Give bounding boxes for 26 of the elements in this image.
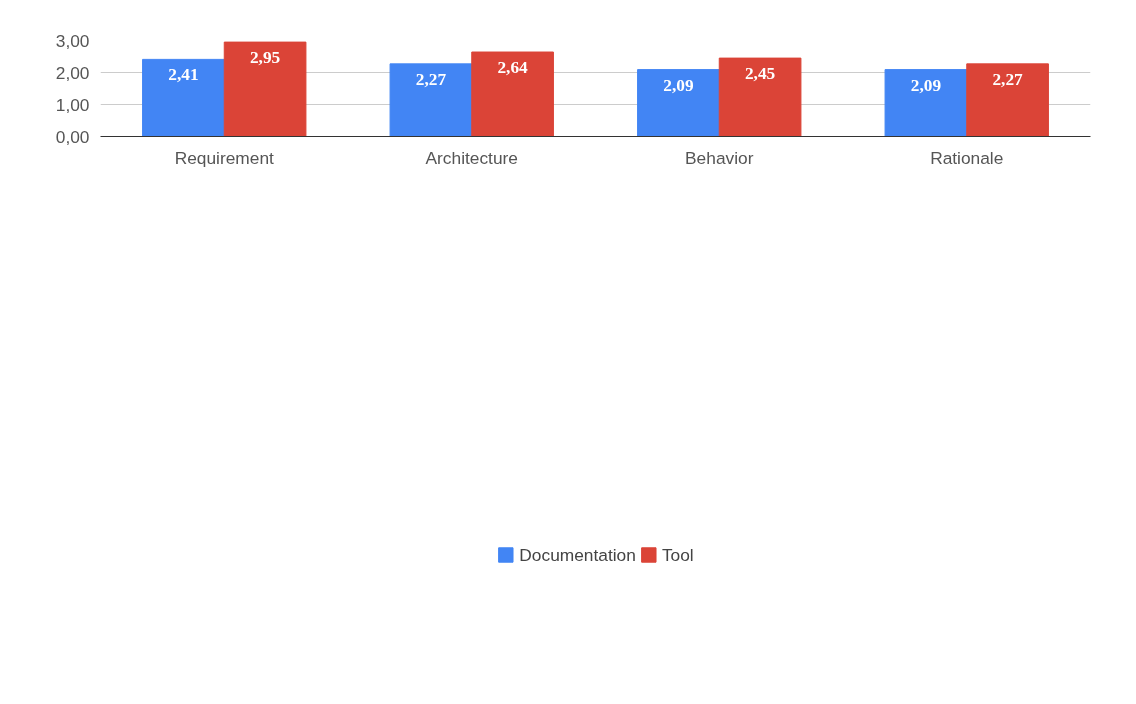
bar: [637, 69, 720, 137]
bar: [389, 63, 473, 137]
y-tick-label: 1,00: [55, 94, 90, 115]
legend-label: Tool: [661, 544, 694, 566]
bar: [223, 41, 307, 137]
data-label: 2,27: [415, 69, 447, 89]
bar: [718, 57, 802, 137]
data-label: 2,09: [663, 75, 694, 95]
y-tick-label: 3,00: [55, 30, 90, 51]
bar: [471, 51, 554, 137]
data-label: 2,95: [249, 48, 281, 68]
bar: [142, 58, 225, 137]
legend-label: Documentation: [519, 544, 636, 566]
x-tick-label: Architecture: [425, 147, 518, 168]
data-label: 2,27: [992, 69, 1024, 89]
y-tick-label: 2,00: [55, 62, 90, 83]
data-label: 2,45: [744, 64, 776, 84]
y-tick-label: 0,00: [55, 126, 90, 147]
data-label: 2,64: [497, 58, 529, 78]
bar: [884, 69, 968, 137]
x-tick-label: Requirement: [174, 147, 275, 168]
x-tick-label: Rationale: [930, 147, 1004, 168]
data-label: 2,09: [910, 75, 942, 95]
x-tick-label: Behavior: [685, 147, 754, 168]
data-label: 2,41: [168, 65, 199, 85]
bar: [966, 63, 1049, 137]
